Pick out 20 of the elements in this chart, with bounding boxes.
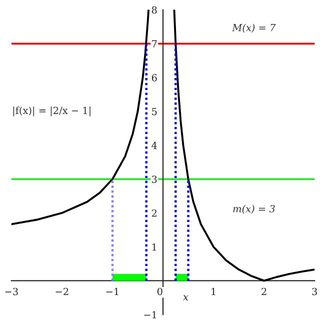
x-tick-label: 3 <box>312 288 317 296</box>
ref-line-label: m(x) = 3 <box>233 204 275 214</box>
y-tick-label: 3 <box>152 176 157 183</box>
ref-line-label: M(x) = 7 <box>232 24 276 33</box>
x-tick-label: 2 <box>262 288 266 296</box>
y-tick-label: 8 <box>152 6 157 14</box>
x-tick-label: −3 <box>5 288 18 296</box>
x-axis-title: x <box>183 295 188 300</box>
x-tick-label: 0 <box>157 288 162 296</box>
y-tick-label: 4 <box>152 142 157 149</box>
y-tick-label: 7 <box>152 40 157 48</box>
x-tick-label: 1 <box>212 288 216 296</box>
x-tick-label: −2 <box>56 288 68 296</box>
annotation: |f(x)| = |2/x − 1| <box>13 106 90 116</box>
y-tick-label: 5 <box>152 108 157 116</box>
y-tick-label: 1 <box>152 243 156 251</box>
y-tick-label: −1 <box>144 311 156 318</box>
y-tick-label: 2 <box>152 209 156 217</box>
x-tick-label: −1 <box>106 288 118 296</box>
y-tick-label: 6 <box>152 74 157 82</box>
